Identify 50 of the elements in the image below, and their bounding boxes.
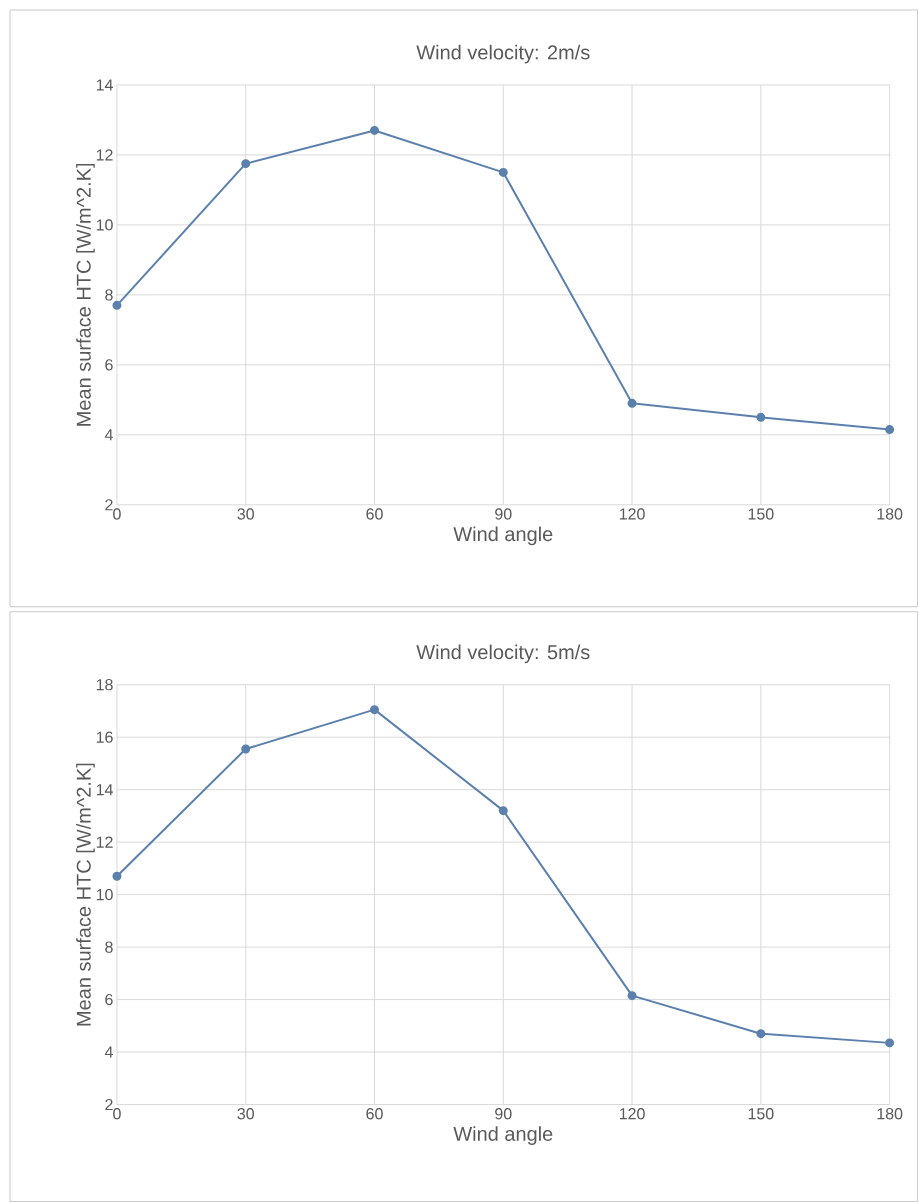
chart-title: Wind velocity: 5m/s (416, 644, 590, 664)
y-tick-label: 8 (105, 941, 113, 953)
x-tick-label: 150 (748, 1108, 774, 1120)
point (885, 1038, 895, 1048)
y-tick-label: 12 (97, 836, 113, 848)
y-tick-label: 4 (105, 429, 114, 441)
x-tick-label: 150 (748, 508, 774, 520)
point (627, 991, 637, 1001)
y-axis-title: Mean surface HTC [W/m^2.K] (76, 163, 95, 426)
x-tick-label: 90 (495, 1108, 512, 1120)
point (112, 300, 122, 310)
x-tick-label: 30 (237, 1108, 255, 1120)
y-tick-label: 16 (97, 731, 113, 743)
y-tick-label: 2 (105, 499, 113, 511)
y-tick-label: 8 (105, 289, 113, 301)
x-tick-label: 180 (877, 508, 903, 520)
y-tick-label: 14 (97, 784, 114, 796)
y-tick-label: 6 (105, 993, 113, 1006)
x-tick-label: 180 (877, 1108, 903, 1120)
y-axis-title: Mean surface HTC [W/m^2.K] (76, 763, 95, 1026)
point (756, 1029, 766, 1039)
y-tick-label: 2 (105, 1098, 113, 1111)
point (370, 705, 380, 715)
point (885, 425, 895, 435)
x-tick-label: 60 (366, 1108, 383, 1120)
chart-title: Wind velocity: 2m/s (416, 44, 590, 64)
x-tick-label: 60 (366, 508, 383, 520)
y-tick-label: 12 (97, 149, 113, 161)
x-axis-title: Wind angle (453, 1126, 553, 1145)
x-axis-title: Wind angle (453, 526, 553, 546)
y-tick-label: 6 (105, 359, 113, 371)
point (241, 159, 251, 169)
point (498, 167, 508, 177)
y-tick-label: 4 (105, 1046, 114, 1058)
x-tick-label: 120 (620, 508, 645, 520)
x-tick-label: 0 (113, 1108, 121, 1120)
y-tick-label: 10 (97, 888, 113, 901)
y-tick-label: 10 (97, 219, 113, 231)
point (756, 412, 766, 422)
x-tick-label: 0 (113, 508, 121, 520)
point (498, 806, 508, 816)
point (112, 871, 122, 881)
x-tick-label: 30 (237, 508, 255, 520)
point (370, 125, 380, 135)
x-tick-label: 90 (495, 508, 512, 520)
x-tick-label: 120 (620, 1108, 645, 1120)
point (241, 744, 251, 754)
point (627, 398, 637, 408)
y-tick-label: 14 (97, 79, 114, 91)
y-tick-label: 18 (97, 679, 113, 691)
